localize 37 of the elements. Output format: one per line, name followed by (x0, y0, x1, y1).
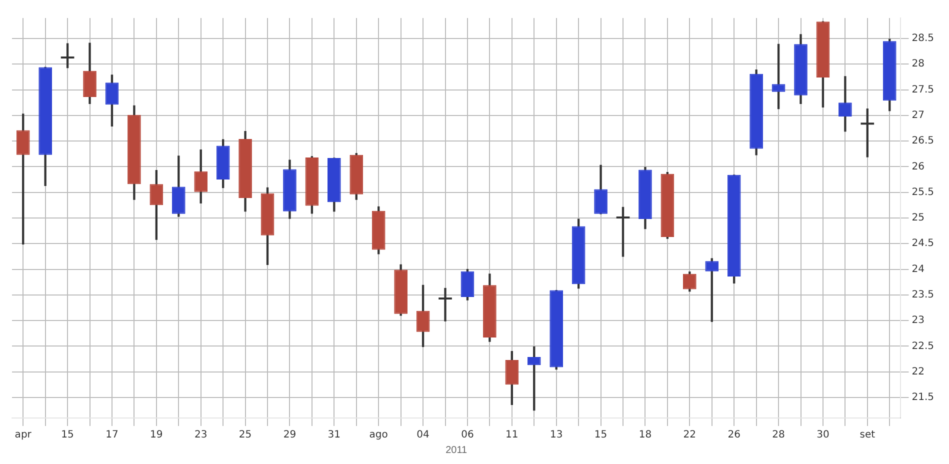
y-tick-label: 28.5 (912, 33, 934, 44)
y-tick-label: 27 (912, 110, 924, 122)
y-tick-label: 27.5 (912, 84, 934, 96)
x-tick-label: 31 (328, 430, 341, 441)
y-tick-label: 23.5 (912, 290, 934, 301)
x-tick-label: 15 (594, 430, 608, 441)
x-tick-label: 13 (550, 430, 563, 441)
y-tick-label: 26.5 (912, 136, 934, 147)
x-tick-label: apr (14, 430, 32, 441)
x-tick-label: 25 (238, 430, 252, 441)
y-tick-label: 24.5 (912, 238, 934, 250)
x-axis-title: 2011 (446, 444, 468, 456)
x-tick-label: 18 (638, 430, 652, 441)
y-tick-label: 25.5 (912, 186, 934, 198)
x-tick-label: set (860, 430, 876, 441)
x-tick-label: 26 (728, 430, 740, 441)
x-tick-label: 06 (461, 430, 474, 441)
y-tick-label: 21.5 (912, 392, 934, 404)
candlestick (438, 288, 453, 322)
x-tick-label: 28 (772, 430, 785, 441)
x-tick-label: ago (369, 430, 388, 441)
y-tick-label: 26 (912, 161, 924, 172)
y-tick-label: 24 (912, 264, 924, 275)
x-tick-label: 11 (506, 430, 518, 441)
x-tick-label: 23 (194, 430, 208, 441)
x-tick-label: 19 (150, 430, 163, 441)
y-tick-label: 22 (912, 366, 924, 378)
y-tick-label: 28 (912, 58, 924, 70)
x-tick-label: 17 (106, 430, 118, 441)
x-tick-label: 29 (283, 430, 296, 441)
x-tick-label: 30 (816, 430, 830, 441)
x-tick-label: 22 (683, 430, 696, 441)
y-tick-label: 25 (912, 212, 924, 224)
x-tick-label: 15 (61, 430, 74, 441)
y-tick-label: 22.5 (912, 340, 934, 352)
x-tick-label: 04 (416, 430, 430, 441)
y-tick-label: 23 (912, 315, 924, 326)
